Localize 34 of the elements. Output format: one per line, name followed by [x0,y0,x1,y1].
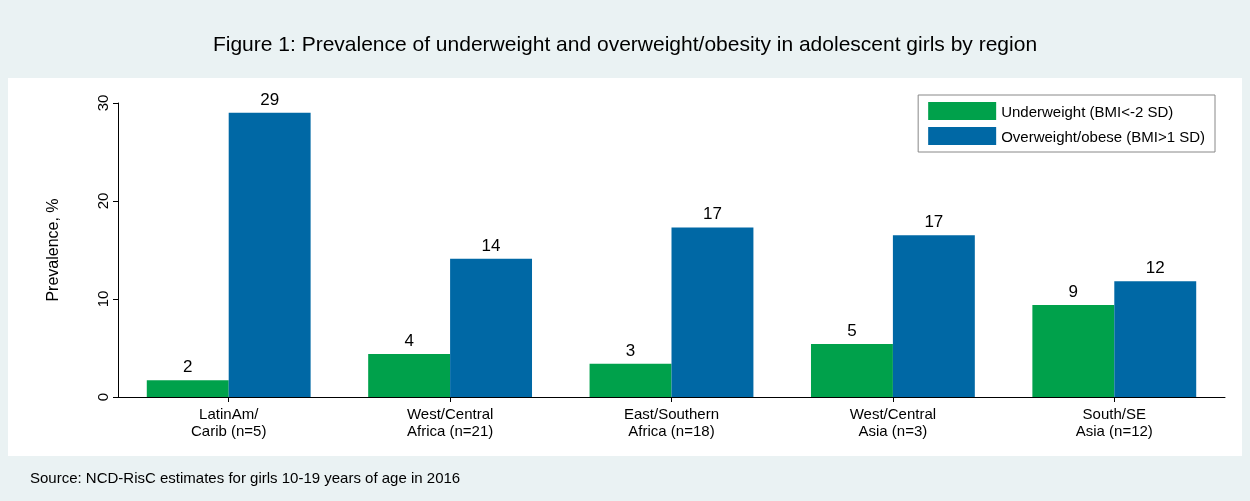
x-tick-label: LatinAm/ Carib (n=5) [190,405,267,439]
chart-title: Figure 1: Prevalence of underweight and overweight/obesity in adolescent girls by region [212,32,1038,55]
data-label: 2 [183,357,193,377]
legend-label: Underweight (BMI<-2 SD) [1001,102,1174,120]
y-tick-label: 20 [94,192,111,210]
bar [450,258,533,397]
data-label: 12 [1145,258,1165,278]
data-label: 17 [924,212,944,232]
data-label: 5 [847,321,857,341]
bar [1114,281,1197,397]
data-label: 17 [703,204,722,224]
y-tick-label: 30 [94,94,111,112]
bar [368,353,451,397]
legend-label: Overweight/obese (BMI>1 SD) [1001,127,1206,145]
x-tick-label: West/Central Africa (n=21) [406,405,494,439]
bar [671,227,754,397]
y-tick-label: 0 [94,392,111,402]
data-label: 3 [625,340,636,360]
bar [810,344,893,397]
y-axis-title: Prevalence, % [43,198,61,302]
source-note: Source: NCD-RisC estimates for girls 10-19 years of age in 2016 [30,469,461,486]
data-label: 4 [404,330,414,350]
bar [228,112,311,397]
x-tick-label: South/SE Asia (n=12) [1075,405,1153,439]
data-label: 14 [481,235,501,255]
y-tick-label: 10 [94,290,111,308]
x-tick-label: East/Southern Africa (n=18) [623,405,720,439]
bar [1032,304,1115,397]
x-tick-label: West/Central Asia (n=3) [849,405,937,439]
bar [589,363,672,397]
bar [146,380,229,397]
bar [892,235,975,397]
data-label: 29 [260,89,280,109]
data-label: 9 [1068,281,1079,301]
